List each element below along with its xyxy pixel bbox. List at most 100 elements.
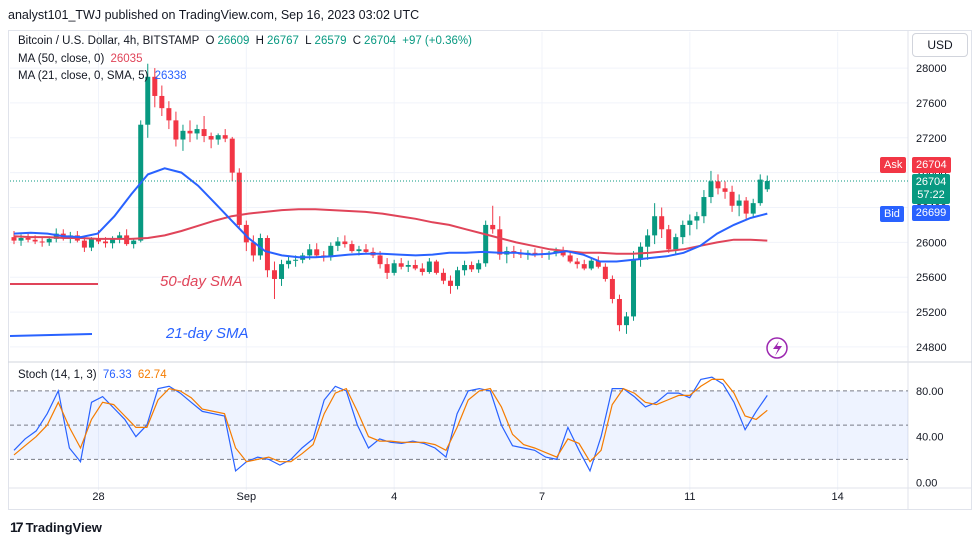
candle-body (490, 224, 496, 230)
sma50-annotation: 50-day SMA (160, 273, 243, 290)
candle-body (645, 235, 651, 247)
time-axis: 28Sep47111418 (92, 491, 980, 503)
high-value: 26767 (266, 35, 299, 47)
candle-body (757, 179, 763, 204)
candle-body (243, 224, 249, 243)
candle-body (447, 280, 453, 286)
candle-body (405, 265, 411, 267)
stoch-legend: Stoch (14, 1, 3) 76.33 62.74 (18, 369, 170, 381)
candle-body (666, 229, 672, 250)
candle-body (328, 245, 334, 258)
replay-icon (766, 337, 788, 359)
candle-body (11, 237, 17, 241)
stoch-d-value: 62.74 (137, 369, 167, 381)
candle-body (483, 224, 489, 264)
candle-body (595, 260, 601, 267)
ma50-label: MA (50, close, 0) (18, 53, 105, 65)
candle-body (616, 299, 622, 326)
stoch-tick-label: 80.00 (916, 386, 944, 398)
candle-body (208, 136, 214, 140)
ma50-legend: MA (50, close, 0) 26035 (18, 53, 145, 65)
price-axis: 2800027600272002680026400260002560025200… (916, 63, 947, 489)
ma21-line (13, 167, 768, 263)
candle-body (152, 76, 158, 96)
candle-body (602, 266, 608, 279)
candle-body (110, 238, 116, 244)
candle-body (173, 120, 179, 140)
candle-body (391, 263, 397, 273)
candle-body (659, 216, 665, 230)
candle-body (166, 108, 172, 121)
ma21-legend: MA (21, close, 0, SMA, 5) 26338 (18, 70, 190, 82)
candle-body (131, 240, 137, 245)
candle-body (279, 264, 285, 279)
stoch-tick-label: 0.00 (916, 477, 937, 489)
time-tick-label: Sep (237, 491, 257, 503)
candle-body (293, 259, 299, 261)
candle-body (560, 251, 566, 256)
candle-body (18, 238, 24, 241)
candle-body (384, 264, 390, 273)
candle-body (694, 216, 700, 221)
candle-body (419, 268, 425, 272)
candle-body (743, 200, 749, 214)
candle-body (88, 238, 94, 248)
candle-body (103, 241, 109, 244)
candle-body (433, 261, 439, 273)
tradingview-footer[interactable]: 17 TradingView (10, 519, 102, 535)
candle-body (764, 181, 770, 190)
price-tick-label: 25600 (916, 272, 947, 284)
candle-body (398, 263, 404, 267)
candle-body (412, 265, 418, 269)
candle-body (25, 238, 31, 240)
candle-body (39, 241, 45, 243)
open-label: O (205, 35, 215, 47)
candle-body (342, 241, 348, 245)
candle-body (588, 260, 594, 269)
open-value: 26609 (217, 35, 250, 47)
time-tick-label: 7 (539, 491, 545, 503)
candle-body (32, 239, 38, 242)
candle-body (715, 181, 721, 189)
candle-body (567, 255, 573, 262)
candle-body (363, 249, 369, 252)
price-tick-label: 27200 (916, 133, 947, 145)
last-price: 26704 (915, 176, 947, 188)
stoch-lines (13, 376, 768, 473)
candle-body (532, 252, 538, 254)
candle-body (180, 130, 186, 140)
candle-body (701, 197, 707, 217)
published-info: analyst101_TWJ published on TradingView.… (8, 8, 420, 22)
candle-body (377, 255, 383, 265)
candle-body (145, 76, 151, 125)
stoch-tick-label: 40.00 (916, 432, 944, 444)
candle-body (229, 138, 235, 173)
top-bar: analyst101_TWJ published on TradingView.… (0, 0, 980, 30)
candle-body (356, 249, 362, 252)
price-tick-label: 27600 (916, 98, 947, 110)
price-tick-label: 28000 (916, 63, 947, 75)
candle-body (307, 249, 313, 256)
footer-brand: TradingView (25, 519, 102, 535)
chart-frame (8, 30, 972, 510)
stoch-band (10, 390, 908, 460)
candle-body (349, 244, 355, 252)
candle-body (271, 270, 277, 279)
close-label: C (352, 35, 362, 47)
stoch-k-line (13, 376, 768, 473)
candle-body (581, 264, 587, 269)
close-value: 26704 (364, 35, 397, 47)
candle-body (736, 200, 742, 206)
time-tick-label: 4 (391, 491, 397, 503)
candle-body (455, 270, 461, 286)
candle-body (201, 129, 207, 137)
sma21-annotation-line (9, 333, 93, 337)
lightning-icon (773, 341, 782, 356)
candle-body (53, 233, 59, 239)
candle-body (680, 224, 686, 238)
bar-countdown: 57:22 (917, 189, 945, 201)
candle-body (314, 249, 320, 256)
low-label: L (305, 35, 312, 47)
currency-button[interactable]: USD (912, 33, 968, 57)
